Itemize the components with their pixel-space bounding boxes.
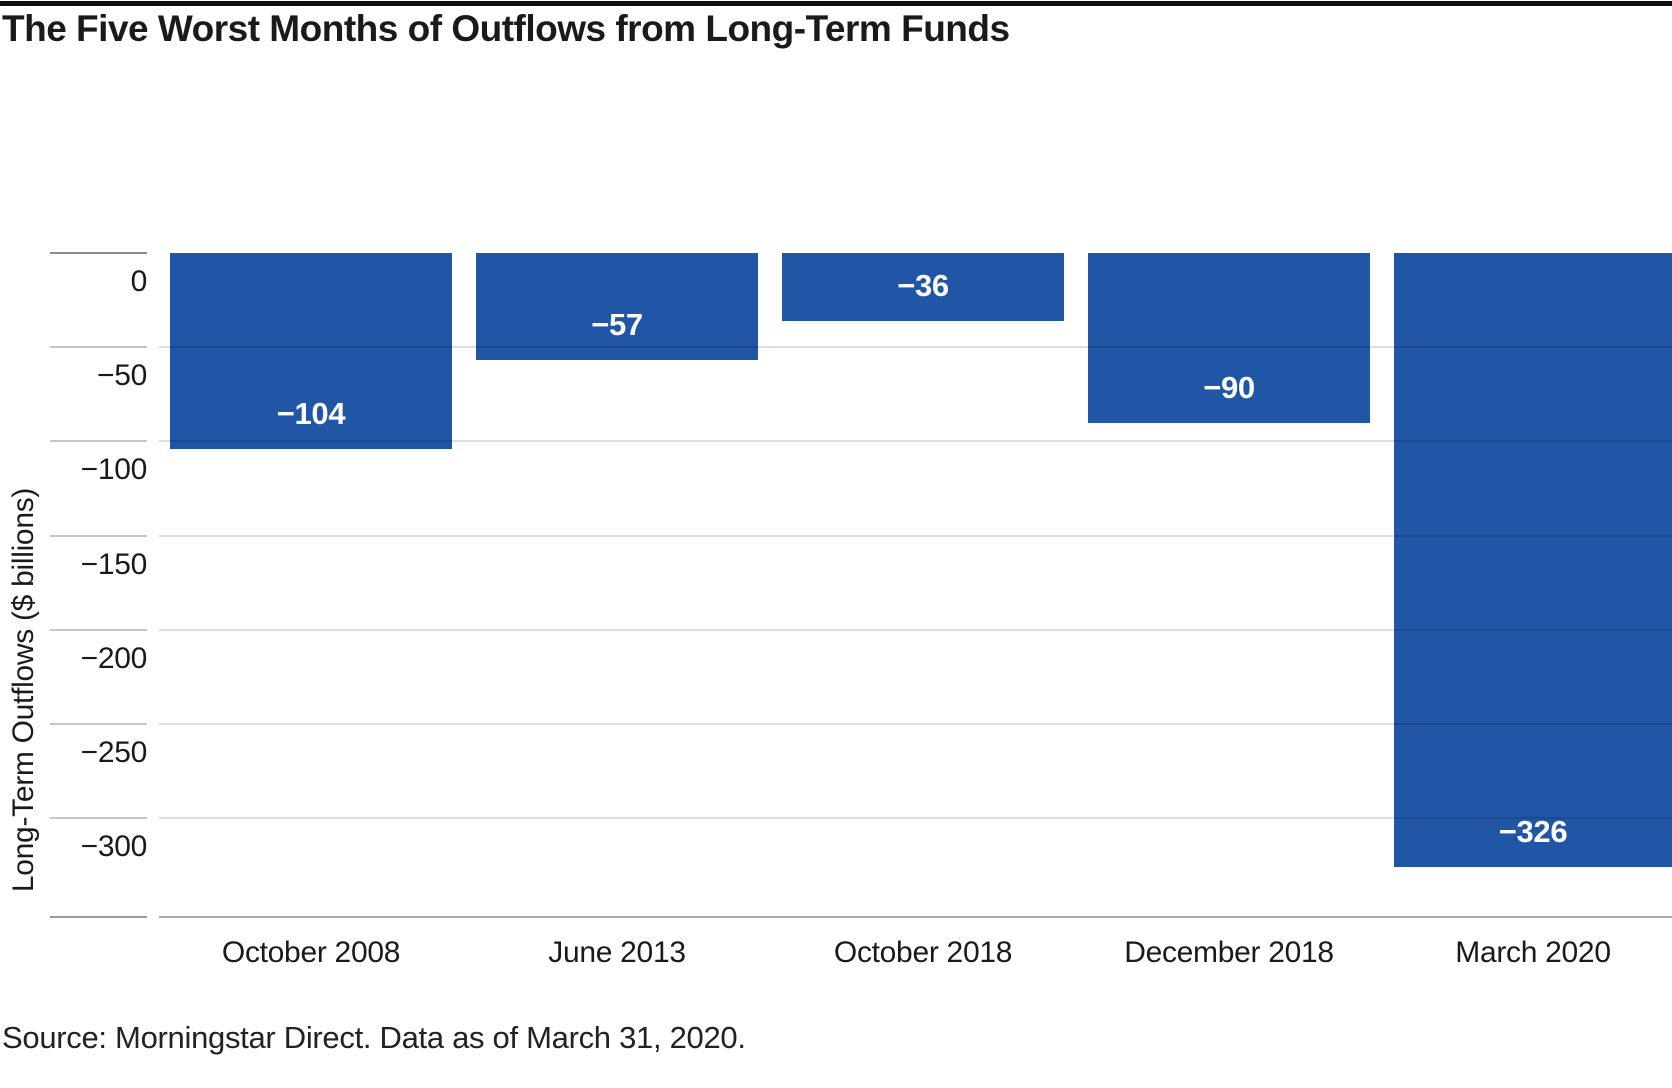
y-tick-label: −200 (80, 641, 148, 675)
top-rule (0, 1, 1672, 6)
y-tick-label: 0 (130, 265, 148, 298)
bar-october-2018 (782, 253, 1064, 321)
y-tick-mark (50, 628, 147, 631)
x-axis-label: October 2018 (833, 936, 1013, 969)
x-axis-label: June 2013 (548, 936, 686, 969)
source-note: Source: Morningstar Direct. Data as of M… (2, 1020, 746, 1055)
y-tick-label: −300 (80, 830, 148, 864)
bar-march-2020 (1394, 253, 1672, 868)
bar-value-label: −326 (1498, 814, 1568, 850)
bar-value-label: −104 (276, 395, 346, 431)
gridline (159, 440, 1672, 443)
y-axis-title: Long-Term Outflows ($ billions) (7, 487, 40, 893)
y-tick-label: −100 (80, 453, 148, 487)
y-tick-label: −150 (80, 547, 148, 581)
y-tick-mark (50, 346, 147, 349)
y-tick-label: −50 (97, 359, 147, 393)
bar-december-2018 (1088, 253, 1370, 423)
x-axis-line (159, 916, 1672, 918)
bar-value-label: −57 (591, 307, 643, 343)
y-tick-mark (50, 534, 147, 537)
x-axis-line-margin (50, 916, 147, 918)
y-tick-label: −250 (80, 736, 148, 769)
x-axis-label: December 2018 (1124, 936, 1334, 969)
bar-june-2013 (476, 253, 758, 361)
x-axis-label: March 2020 (1455, 936, 1611, 969)
y-tick-mark (50, 252, 147, 254)
gridline (159, 723, 1672, 725)
x-axis-label: October 2008 (221, 936, 401, 969)
gridline (159, 534, 1672, 537)
bar-value-label: −36 (897, 267, 949, 303)
y-tick-mark (50, 440, 147, 443)
gridline (159, 628, 1672, 631)
chart-title: The Five Worst Months of Outflows from L… (2, 8, 1010, 49)
gridline (159, 817, 1672, 820)
gridline (159, 346, 1672, 349)
y-tick-mark (50, 723, 147, 725)
y-tick-mark (50, 817, 147, 820)
bar-october-2008 (170, 253, 452, 449)
bar-value-label: −90 (1203, 369, 1255, 405)
